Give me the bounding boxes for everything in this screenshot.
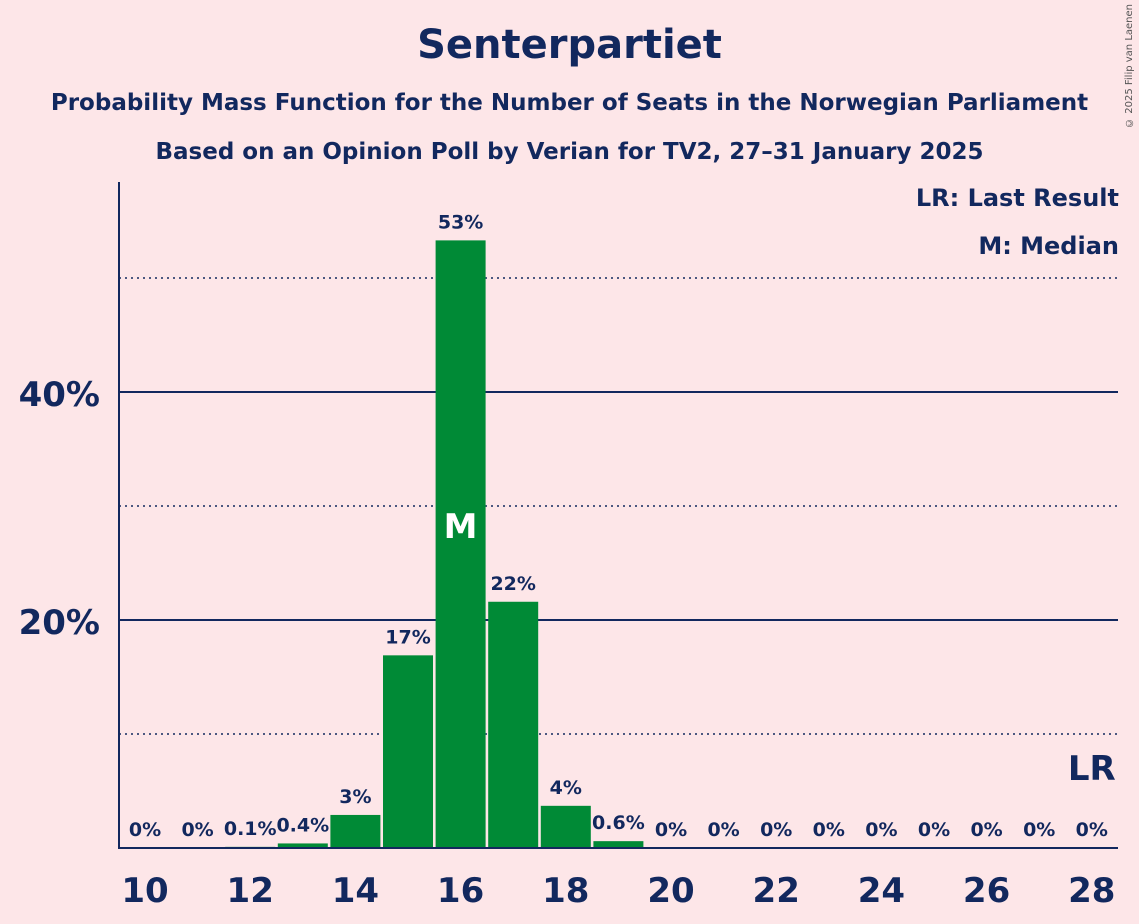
y-tick-label: 20%: [19, 603, 100, 643]
value-label: 0%: [707, 819, 739, 841]
value-label: 53%: [438, 211, 483, 233]
x-tick-label: 18: [542, 871, 589, 911]
x-tick-label: 28: [1068, 871, 1115, 911]
value-label: 0%: [1076, 819, 1108, 841]
x-tick-label: 12: [227, 871, 274, 911]
bar-seat-13: [277, 843, 328, 848]
y-tick-label: 40%: [19, 375, 100, 415]
value-label: 0%: [865, 819, 897, 841]
bar-seat-15: [383, 655, 433, 848]
x-tick-label: 24: [858, 871, 905, 911]
value-label: 4%: [550, 777, 582, 799]
value-label: 0.4%: [276, 814, 329, 836]
x-tick-label: 20: [647, 871, 694, 911]
chart-title: Senterpartiet: [417, 22, 722, 68]
value-label: 0%: [181, 819, 213, 841]
x-tick-label: 16: [437, 871, 484, 911]
value-label: 3%: [339, 786, 371, 808]
x-tick-label: 14: [332, 871, 379, 911]
value-label: 0%: [970, 819, 1002, 841]
chart-subtitle-1: Probability Mass Function for the Number…: [50, 90, 1089, 116]
value-label: 0%: [129, 819, 161, 841]
median-marker: M: [444, 507, 478, 547]
bar-seat-19: [593, 841, 644, 848]
value-label: 22%: [490, 573, 535, 595]
value-label: 0.1%: [224, 818, 277, 840]
value-label: 17%: [385, 626, 430, 648]
bar-seat-16: [435, 240, 486, 848]
x-tick-label: 22: [753, 871, 800, 911]
last-result-marker: LR: [1068, 749, 1116, 789]
x-tick-label: 10: [121, 871, 168, 911]
bar-seat-18: [540, 805, 591, 848]
value-label: 0.6%: [592, 812, 645, 834]
value-label: 0%: [918, 819, 950, 841]
value-label: 0%: [760, 819, 792, 841]
legend-last-result: LR: Last Result: [915, 184, 1119, 212]
value-label: 0%: [1023, 819, 1055, 841]
value-label: 0%: [655, 819, 687, 841]
x-tick-label: 26: [963, 871, 1010, 911]
bar-seat-17: [488, 601, 539, 848]
legend-median: M: Median: [978, 232, 1119, 260]
bar-seat-14: [330, 814, 381, 848]
value-label: 0%: [813, 819, 845, 841]
chart-subtitle-2: Based on an Opinion Poll by Verian for T…: [155, 139, 984, 165]
